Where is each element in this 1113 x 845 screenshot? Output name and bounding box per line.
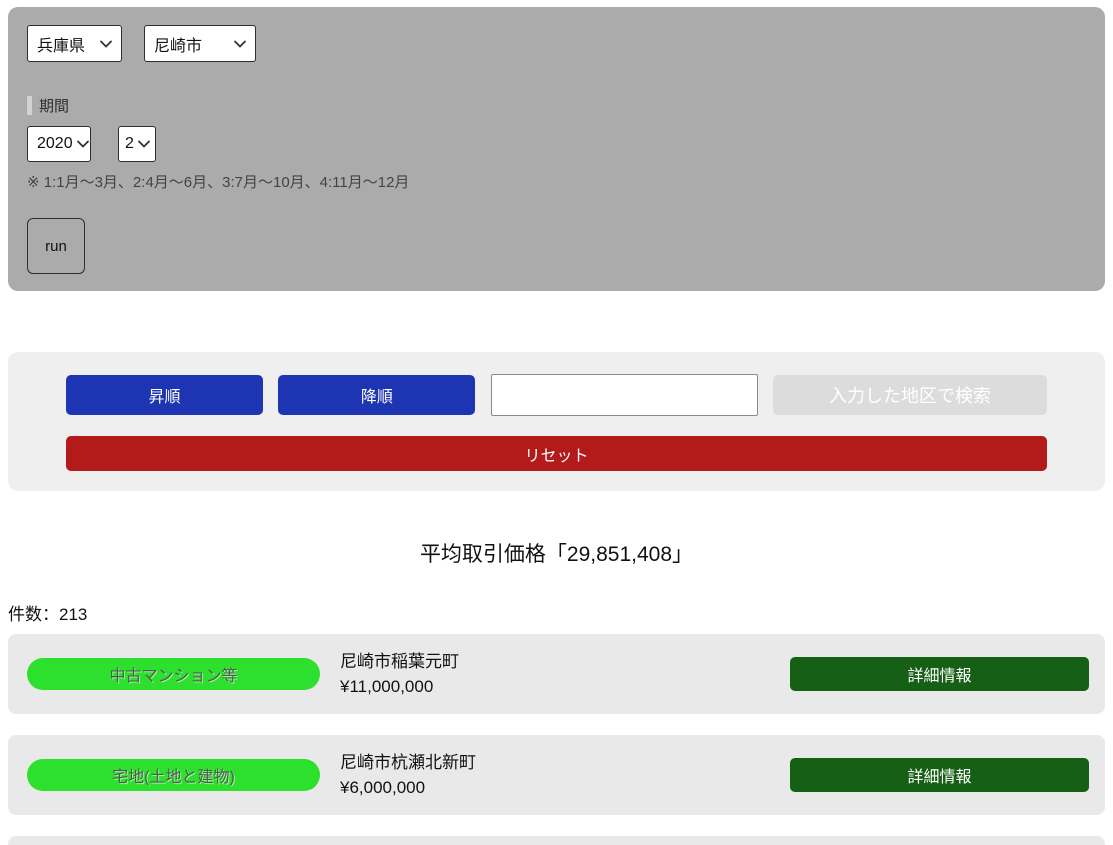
listing-info: 尼崎市稲葉元町 ¥11,000,000 — [340, 649, 459, 699]
listing-info: 尼崎市杭瀬北新町 ¥6,000,000 — [340, 750, 476, 800]
sort-descending-button[interactable]: 降順 — [278, 375, 476, 415]
district-search-input[interactable] — [490, 374, 758, 416]
city-select-value: 尼崎市 — [154, 37, 203, 55]
property-type-badge: 中古マンション等 — [27, 658, 320, 690]
sort-filter-panel: 昇順 降順 入力した地区で検索 リセット — [8, 352, 1105, 491]
label-bar — [27, 96, 32, 115]
year-select[interactable]: 2020 — [27, 126, 91, 162]
listing-location: 尼崎市稲葉元町 — [340, 652, 459, 671]
year-select-value: 2020 — [37, 135, 73, 152]
property-type-badge: 宅地(土地と建物) — [27, 759, 320, 791]
period-label-text: 期間 — [39, 98, 70, 115]
listing-card: 尼崎市食満 — [8, 836, 1105, 845]
average-price-text: 平均取引価格「29,851,408」 — [419, 543, 694, 566]
sort-filter-row: 昇順 降順 入力した地区で検索 — [66, 374, 1047, 416]
chevron-down-icon — [100, 40, 112, 48]
detail-info-button[interactable]: 詳細情報 — [790, 758, 1089, 792]
listing-location: 尼崎市杭瀬北新町 — [340, 753, 476, 772]
listing-card: 中古マンション等 尼崎市稲葉元町 ¥11,000,000 詳細情報 — [8, 634, 1105, 714]
quarter-legend-note: ※ 1:1月～3月、2:4月～6月、3:7月～10月、4:11月～12月 — [27, 174, 410, 191]
listing-price: ¥6,000,000 — [340, 778, 426, 797]
period-select-row: 2020 2 — [27, 126, 1086, 162]
reset-button[interactable]: リセット — [66, 436, 1047, 471]
result-count-text: 件数：213 — [8, 605, 88, 624]
period-section-label: 期間 — [27, 95, 1086, 116]
detail-info-button[interactable]: 詳細情報 — [790, 657, 1089, 691]
chevron-down-icon — [234, 40, 246, 48]
quarter-select-value: 2 — [125, 135, 134, 152]
city-select[interactable]: 尼崎市 — [144, 25, 256, 62]
search-panel: 兵庫県 尼崎市 期間 2020 2 ※ 1:1月～3月、2:4月～6月、3:7月… — [8, 7, 1105, 291]
sort-ascending-button[interactable]: 昇順 — [66, 375, 263, 415]
run-button[interactable]: run — [27, 218, 85, 274]
listing-card: 宅地(土地と建物) 尼崎市杭瀬北新町 ¥6,000,000 詳細情報 — [8, 735, 1105, 815]
prefecture-select[interactable]: 兵庫県 — [27, 25, 122, 62]
district-search-button[interactable]: 入力した地区で検索 — [772, 375, 1047, 415]
area-select-row: 兵庫県 尼崎市 — [27, 25, 1086, 62]
chevron-down-icon — [138, 140, 150, 148]
prefecture-select-value: 兵庫県 — [37, 37, 86, 55]
quarter-select[interactable]: 2 — [118, 126, 156, 162]
chevron-down-icon — [76, 140, 89, 148]
listing-price: ¥11,000,000 — [340, 677, 434, 696]
